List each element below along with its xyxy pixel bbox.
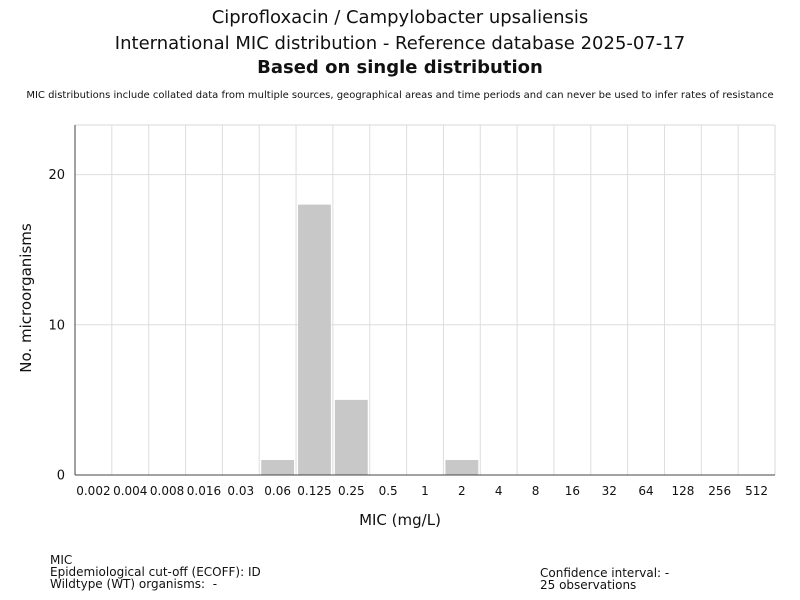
x-tick-label: 512 bbox=[745, 484, 768, 498]
x-tick-label: 0.004 bbox=[113, 484, 147, 498]
x-tick-label: 64 bbox=[638, 484, 653, 498]
x-tick-label: 1 bbox=[421, 484, 429, 498]
footer-observations: 25 observations bbox=[540, 578, 637, 592]
x-tick-label: 0.008 bbox=[150, 484, 184, 498]
x-tick-label: 0.125 bbox=[297, 484, 331, 498]
x-tick-label: 0.016 bbox=[187, 484, 221, 498]
x-axis-title: MIC (mg/L) bbox=[359, 511, 441, 529]
x-tick-label: 32 bbox=[602, 484, 617, 498]
bar-0.25 bbox=[334, 399, 368, 475]
x-tick-label: 0.06 bbox=[264, 484, 291, 498]
y-tick-label: 0 bbox=[57, 469, 65, 484]
x-tick-label: 0.5 bbox=[379, 484, 398, 498]
x-tick-label: 16 bbox=[565, 484, 580, 498]
x-tick-label: 256 bbox=[708, 484, 731, 498]
x-tick-label: 128 bbox=[671, 484, 694, 498]
x-tick-label: 0.03 bbox=[227, 484, 254, 498]
chart-title-line1: Ciprofloxacin / Campylobacter upsaliensi… bbox=[211, 7, 589, 28]
bar-2 bbox=[445, 459, 479, 475]
x-tick-label: 0.002 bbox=[76, 484, 110, 498]
chart-title-line2: International MIC distribution - Referen… bbox=[114, 33, 686, 54]
x-tick-label: 0.25 bbox=[338, 484, 365, 498]
footer-right: Confidence interval: - 25 observations bbox=[540, 567, 669, 591]
footer-mic-label: MIC bbox=[50, 553, 73, 567]
y-tick-label: 20 bbox=[48, 168, 65, 183]
y-axis-title: No. microorganisms bbox=[17, 223, 35, 373]
x-tick-label: 8 bbox=[532, 484, 540, 498]
footer-left: MIC Epidemiological cut-off (ECOFF): ID … bbox=[50, 554, 261, 590]
footer-ecoff: Epidemiological cut-off (ECOFF): ID bbox=[50, 565, 261, 579]
bar-0.125 bbox=[298, 204, 331, 475]
chart-title-line3: Based on single distribution bbox=[257, 57, 543, 78]
disclaimer-note: MIC distributions include collated data … bbox=[26, 90, 774, 101]
bar-0.06 bbox=[261, 459, 295, 475]
footer-confidence-interval: Confidence interval: - bbox=[540, 566, 670, 580]
x-tick-label: 2 bbox=[458, 484, 466, 498]
footer-wildtype: Wildtype (WT) organisms: - bbox=[50, 577, 218, 591]
x-tick-label: 4 bbox=[495, 484, 503, 498]
y-tick-label: 10 bbox=[48, 318, 65, 333]
